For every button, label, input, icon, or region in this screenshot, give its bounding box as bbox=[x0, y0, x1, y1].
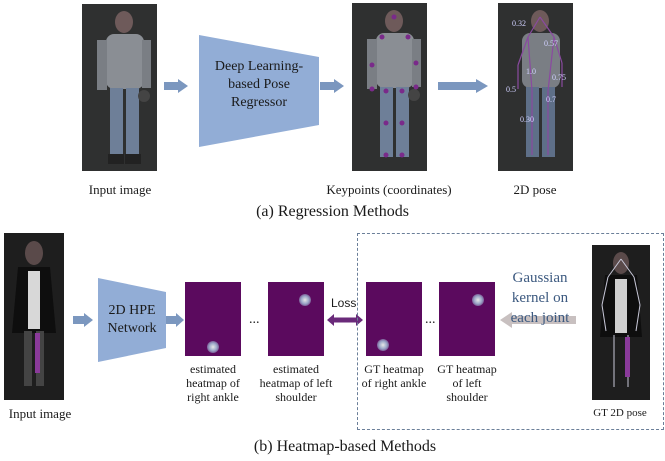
loss-arrow-icon bbox=[327, 314, 363, 326]
keypoints-label: Keypoints (coordinates) bbox=[326, 182, 452, 197]
arrow-right-icon bbox=[438, 79, 488, 93]
arrow-right-icon bbox=[166, 313, 184, 327]
pose-value: 1.0 bbox=[526, 67, 536, 76]
arrow-left-icon bbox=[500, 312, 576, 328]
pose-regressor-label: Deep Learning-based Pose Regressor bbox=[214, 59, 304, 110]
heatmap-input-image bbox=[4, 233, 64, 400]
heatmap-peak bbox=[299, 294, 311, 306]
gt-shoulder-label: GT heatmap of left shoulder bbox=[437, 362, 497, 404]
regression-input-image bbox=[82, 4, 157, 171]
gt-pose-image bbox=[592, 245, 650, 400]
regression-input-label: Input image bbox=[88, 182, 152, 197]
keypoints-image bbox=[352, 3, 427, 171]
person-figure-icon bbox=[82, 4, 157, 171]
gt-pose-skeleton-icon bbox=[592, 245, 650, 400]
hpe-network-shape bbox=[98, 278, 166, 362]
ground-truth-region bbox=[357, 233, 664, 430]
pose-2d-image: 0.32 0.57 1.0 0.75 0.5 0.7 0.30 bbox=[498, 3, 573, 171]
pose-regressor-shape bbox=[199, 35, 319, 147]
arrow-right-icon bbox=[73, 313, 93, 327]
heatmap-input-label: Input image bbox=[8, 406, 72, 421]
pose-2d-label: 2D pose bbox=[513, 182, 557, 197]
ellipsis: ... bbox=[249, 312, 260, 327]
gt-heatmap-right-ankle bbox=[366, 282, 422, 356]
loss-label: Loss bbox=[331, 296, 357, 310]
gaussian-kernel-label: Gaussian kernel on each joint bbox=[510, 270, 570, 326]
estimated-heatmap-right-ankle bbox=[185, 282, 241, 356]
pose-value: 0.30 bbox=[520, 115, 534, 124]
arrow-right-icon bbox=[164, 79, 188, 93]
pose-value: 0.32 bbox=[512, 19, 526, 28]
pose-value: 0.5 bbox=[506, 85, 516, 94]
person-keypoints-icon bbox=[352, 3, 427, 171]
pose-skeleton-icon bbox=[498, 3, 573, 171]
heatmap-peak bbox=[472, 294, 484, 306]
heatmap-peak bbox=[207, 341, 219, 353]
heatmap-peak bbox=[377, 339, 389, 351]
ellipsis: ... bbox=[425, 312, 436, 327]
estimated-ankle-label: estimated heatmap of right ankle bbox=[186, 362, 240, 404]
pose-value: 0.57 bbox=[544, 39, 558, 48]
estimated-shoulder-label: estimated heatmap of left shoulder bbox=[259, 362, 333, 404]
person-figure-icon bbox=[4, 233, 64, 400]
gt-ankle-label: GT heatmap of right ankle bbox=[361, 362, 427, 390]
estimated-heatmap-left-shoulder bbox=[268, 282, 324, 356]
gt-pose-label: GT 2D pose bbox=[593, 407, 647, 419]
pose-value: 0.7 bbox=[546, 95, 556, 104]
regression-caption: (a) Regression Methods bbox=[256, 203, 409, 220]
pose-value: 0.75 bbox=[552, 73, 566, 82]
hpe-network-label: 2D HPE Network bbox=[107, 303, 157, 336]
arrow-right-icon bbox=[320, 79, 344, 93]
heatmap-caption: (b) Heatmap-based Methods bbox=[253, 438, 437, 455]
gt-heatmap-left-shoulder bbox=[439, 282, 495, 356]
